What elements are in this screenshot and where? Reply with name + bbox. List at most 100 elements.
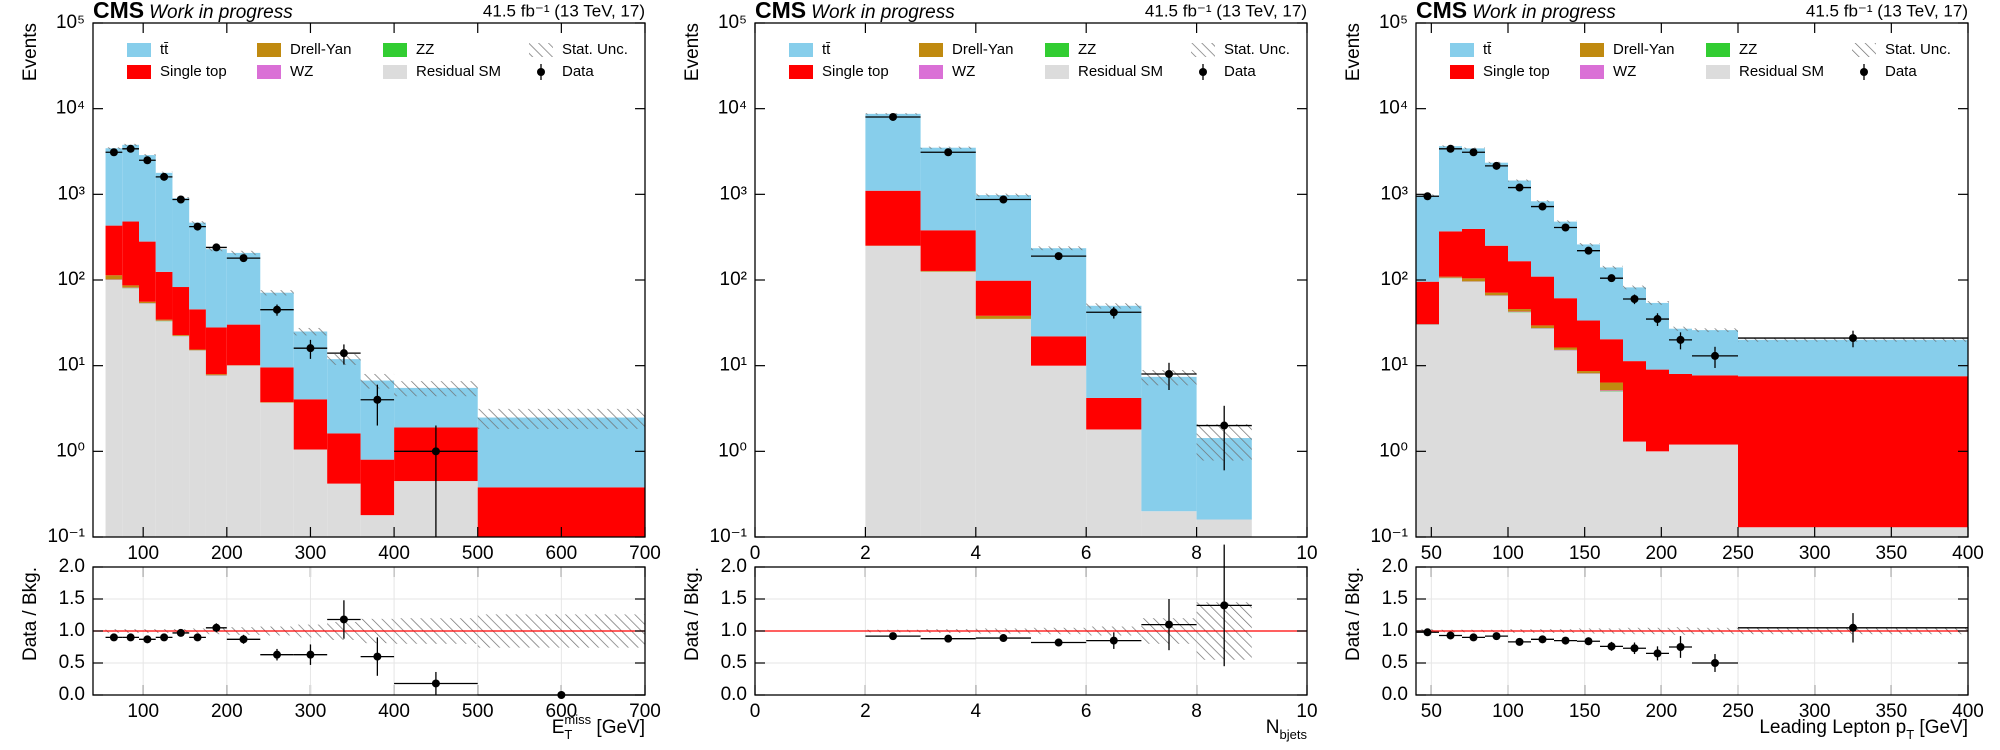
data-point <box>1630 295 1639 304</box>
stack-bar <box>122 221 139 286</box>
stack-bar <box>1531 201 1554 277</box>
x-tick-label: 500 <box>462 701 494 722</box>
legend-label: WZ <box>1613 63 1636 80</box>
y-tick-label: 10² <box>720 269 747 290</box>
legend-label: Residual SM <box>1078 63 1163 80</box>
ratio-point <box>1630 644 1639 653</box>
ratio-point <box>1584 637 1593 646</box>
y-tick-label: 10³ <box>58 183 85 204</box>
stack-bar <box>477 417 645 488</box>
stack-bar <box>1531 276 1554 326</box>
stat-unc-band <box>139 154 156 157</box>
stack-bar <box>1623 441 1646 537</box>
y-tick-label: 10⁴ <box>1379 98 1408 119</box>
ratio-point <box>273 650 281 659</box>
stack-bar <box>975 315 1031 319</box>
x-tick-label: 400 <box>1952 543 1984 564</box>
ratio-point <box>1220 601 1229 610</box>
ratio-point <box>126 633 135 642</box>
stack-bar <box>920 230 976 271</box>
legend-swatch <box>127 43 151 57</box>
x-axis-label-part: T <box>564 727 572 742</box>
stack-bar <box>155 321 173 537</box>
ratio-point <box>1607 642 1616 651</box>
ratio-y-tick-label: 1.0 <box>721 620 747 641</box>
x-tick-label: 100 <box>1492 543 1524 564</box>
y-tick-label: 10⁴ <box>718 98 747 119</box>
legend-label: WZ <box>290 63 313 80</box>
ratio-y-tick-label: 0.0 <box>1382 684 1408 705</box>
x-tick-label: 400 <box>1952 701 1984 722</box>
data-point <box>1561 223 1570 232</box>
stack-bar <box>1031 336 1087 366</box>
stack-bar <box>1416 281 1439 325</box>
legend-swatch <box>529 43 553 57</box>
data-point <box>1423 192 1432 201</box>
legend-swatch <box>1045 43 1069 57</box>
y-tick-label: 10⁴ <box>56 98 85 119</box>
stat-unc-band <box>1086 303 1142 309</box>
y-tick-label: 10⁵ <box>56 12 85 33</box>
legend-label: Single top <box>160 63 227 80</box>
stack-bar <box>1485 296 1508 537</box>
stack-bar <box>172 336 190 537</box>
stack-bar <box>327 359 361 434</box>
data-point <box>1584 246 1593 255</box>
stack-bar <box>205 374 227 376</box>
stack-bar <box>1554 347 1577 350</box>
stack-bar <box>260 292 294 368</box>
stack-bar <box>226 365 261 537</box>
stack-bar <box>122 144 139 222</box>
legend-label: Data <box>1224 63 1256 80</box>
y-tick-label: 10⁰ <box>56 440 85 461</box>
stack-bar <box>1462 278 1485 282</box>
stack-bar <box>1554 221 1577 299</box>
ratio-plot <box>755 602 1307 660</box>
data-point <box>431 447 440 456</box>
legend-swatch <box>1199 68 1207 76</box>
stack-bar <box>1577 373 1600 537</box>
stack-bar <box>1086 305 1142 398</box>
x-tick-label: 200 <box>211 701 243 722</box>
stack-bar <box>205 327 227 375</box>
stack-bar <box>226 324 261 366</box>
stack-bar <box>1462 281 1485 537</box>
ratio-point <box>1109 636 1118 645</box>
lumi-label: 41.5 fb⁻¹ (13 TeV, 17) <box>483 1 645 20</box>
stack-bar <box>1577 244 1600 321</box>
x-tick-label: 700 <box>629 543 661 564</box>
stack-bar <box>260 402 294 537</box>
stack-bar <box>205 249 227 328</box>
x-tick-label: 400 <box>378 543 410 564</box>
data-point <box>1711 351 1719 360</box>
x-tick-label: 250 <box>1722 701 1754 722</box>
x-axis-label-part: T <box>1906 727 1914 742</box>
y-tick-label: 10² <box>1381 269 1408 290</box>
data-point <box>1165 369 1173 378</box>
stack-bar <box>1692 375 1738 445</box>
ratio-point <box>176 628 185 637</box>
stack-bar <box>1600 390 1623 392</box>
legend-label: Drell-Yan <box>1613 41 1674 58</box>
stack-bar <box>1508 180 1531 262</box>
data-point <box>1653 315 1662 324</box>
data-point <box>1109 308 1118 317</box>
y-axis-label: Events <box>20 23 41 81</box>
ratio-point <box>1849 623 1857 632</box>
data-point <box>306 344 315 353</box>
stack-bar <box>1738 527 1968 537</box>
ratio-y-tick-label: 1.5 <box>721 588 747 609</box>
ratio-point <box>109 633 118 642</box>
data-point <box>339 349 348 358</box>
stack-bar <box>1485 162 1508 246</box>
stack-bar <box>1531 325 1554 329</box>
legend-swatch <box>257 43 281 57</box>
stack-bar <box>1554 350 1577 537</box>
data-point <box>944 148 953 157</box>
x-tick-label: 150 <box>1569 543 1601 564</box>
ratio-point <box>1653 649 1662 658</box>
stack-bar <box>189 222 206 310</box>
x-tick-label: 250 <box>1722 543 1754 564</box>
stat-unc-band <box>1554 220 1577 223</box>
main-plot <box>865 112 1252 537</box>
